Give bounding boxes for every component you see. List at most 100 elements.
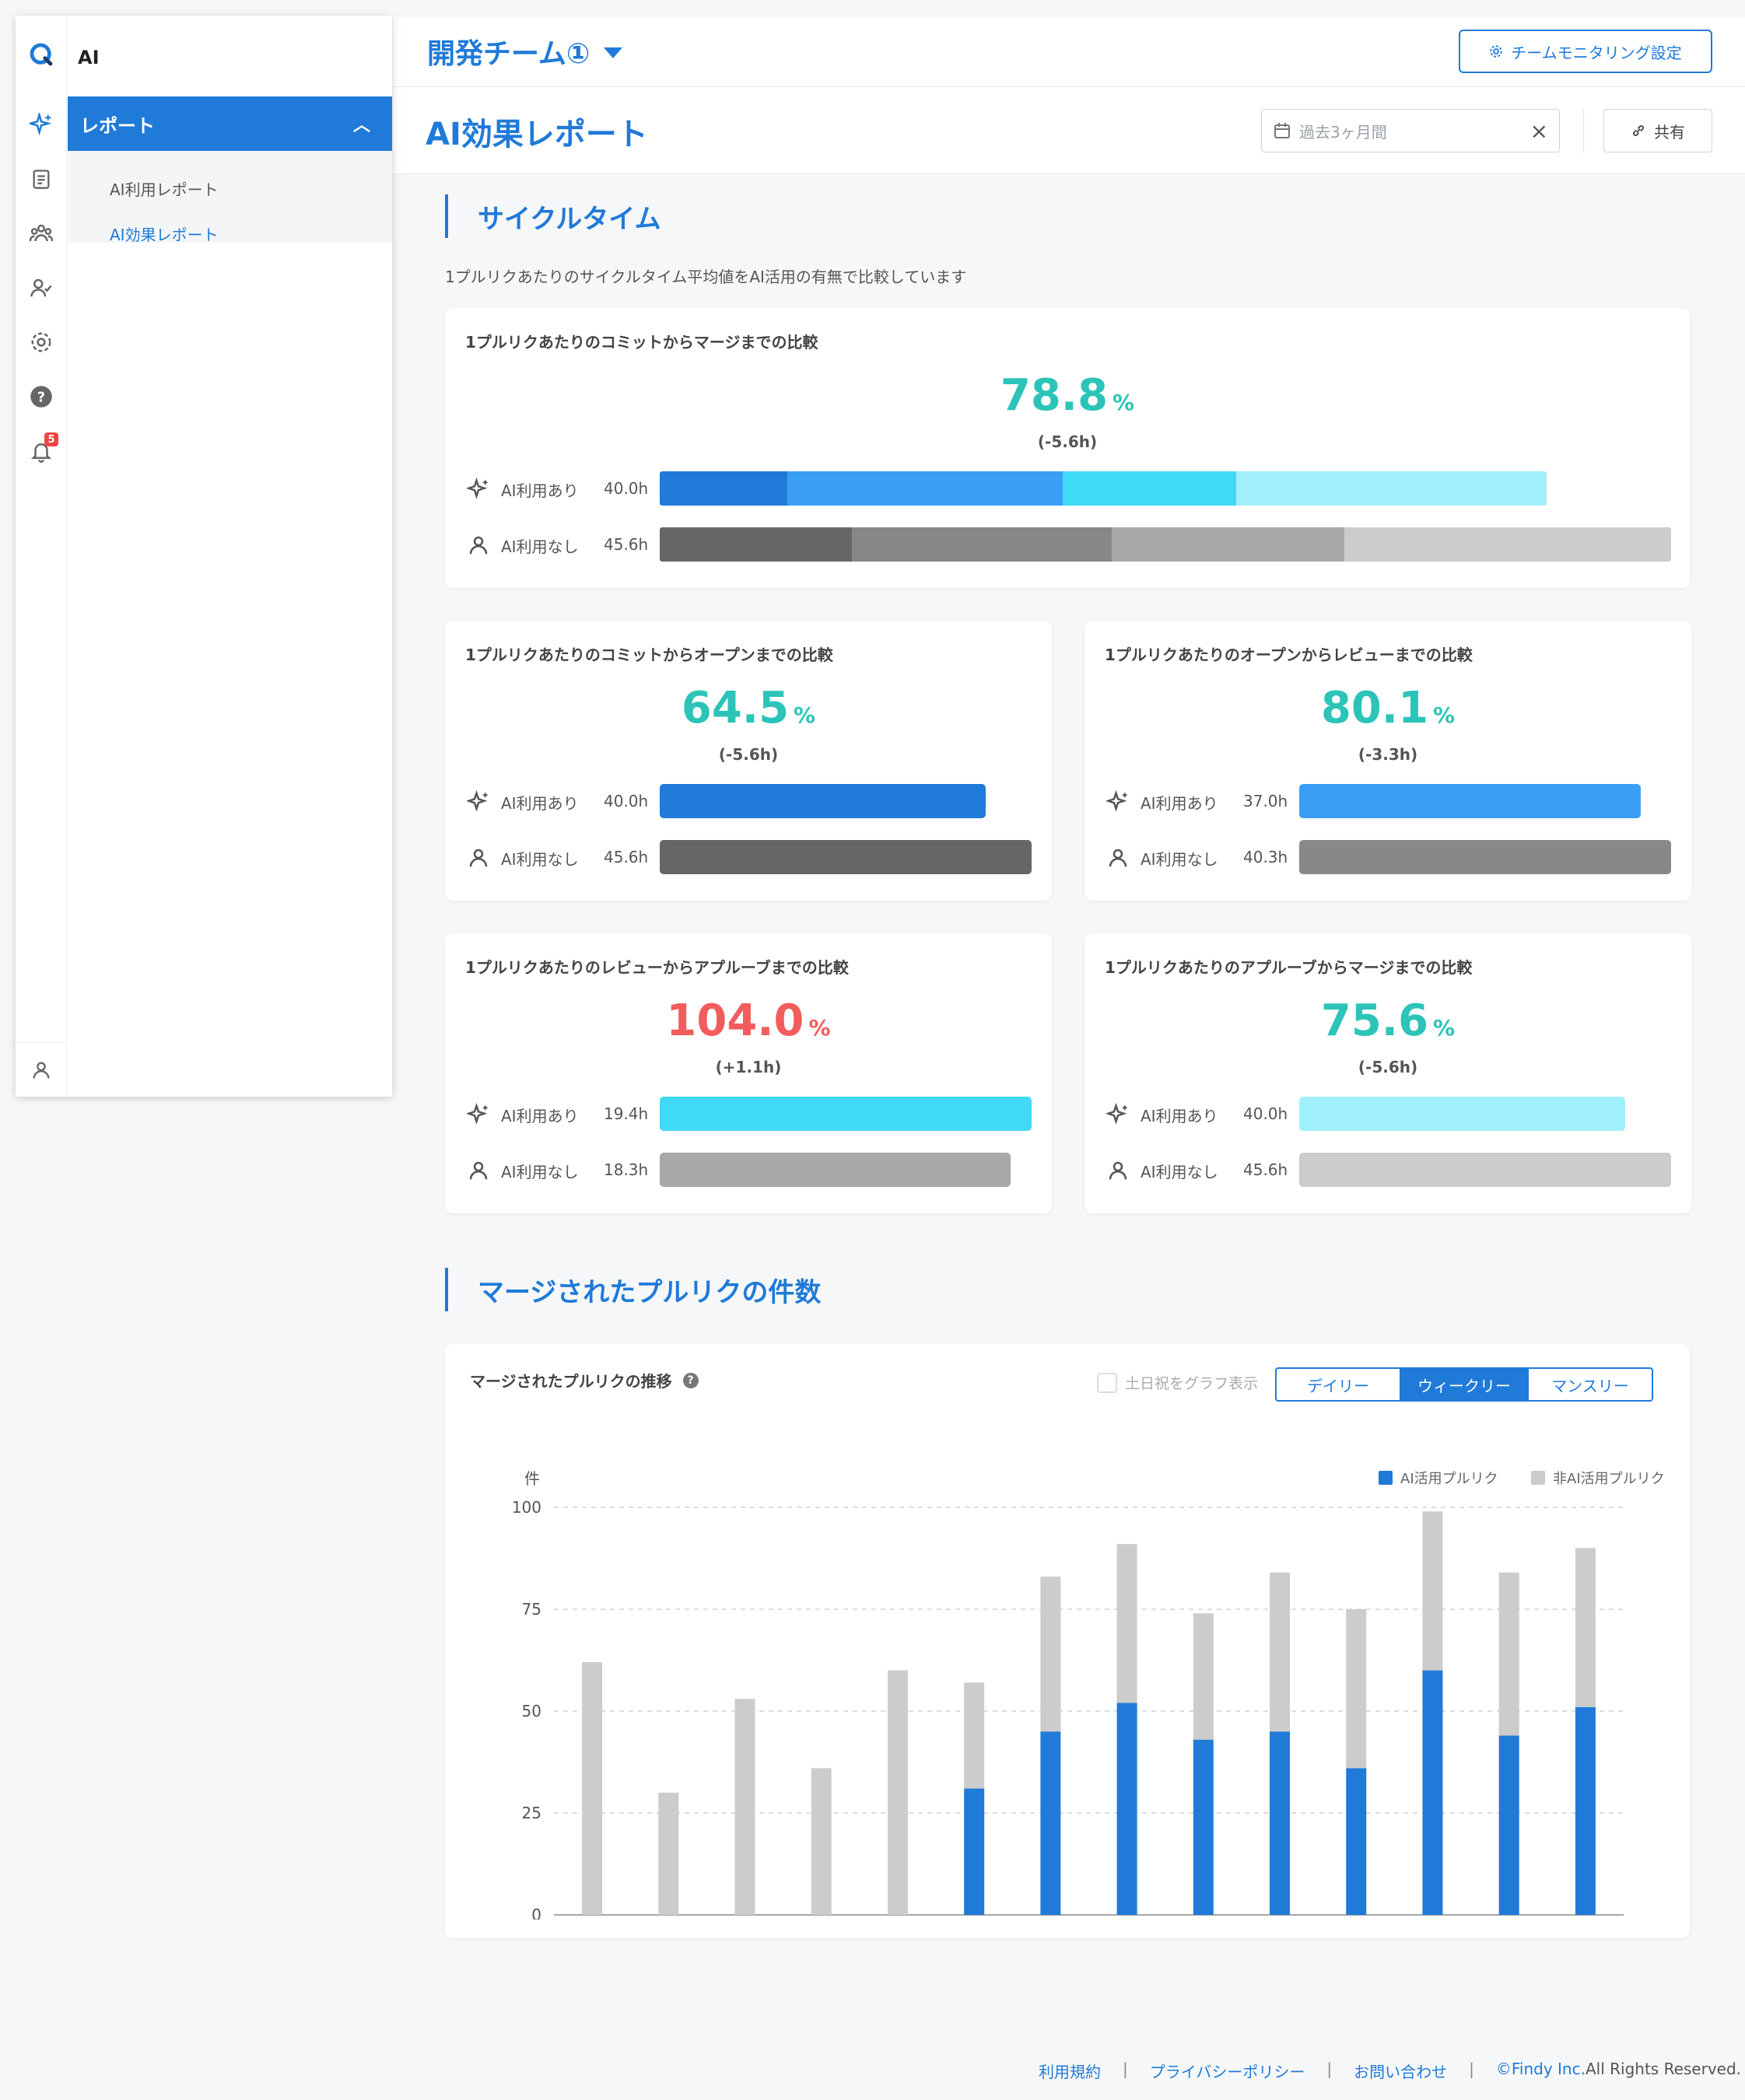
bar-non-ai [887,1670,908,1915]
cycle-ratio-unit: % [808,1015,831,1041]
cycle-ratio-unit: % [1113,390,1135,415]
with-ai-bar [660,471,1547,506]
gear-icon [1490,45,1502,58]
caret-down-icon [604,47,623,58]
privacy-link[interactable]: プライバシーポリシー [1149,2063,1305,2081]
weekend-checkbox[interactable] [1097,1372,1117,1393]
cycle-card: 1プルリクあたりのコミットからマージまでの比較 78.8% (-5.6h) AI… [445,308,1690,588]
sparkle-icon [1106,790,1128,812]
bar-non-ai [1270,1572,1291,1732]
cycle-card-title: 1プルリクあたりのアプルーブからマージまでの比較 [1105,958,1473,977]
copyright-brand[interactable]: ©Findy Inc. [1495,2060,1586,2078]
nav-ai-effect-report[interactable]: AI効果レポート [110,226,219,244]
cycle-ratio-value: 104.0 [666,996,804,1046]
cycle-ratio-value: 64.5 [681,683,790,733]
sparkle-icon[interactable] [29,112,54,137]
cycle-card-title: 1プルリクあたりのコミットからオープンまでの比較 [465,646,833,664]
bar-non-ai [1116,1544,1137,1703]
footer-separator: | [1123,2060,1128,2078]
logo-icon[interactable] [29,42,54,67]
contact-link[interactable]: お問い合わせ [1354,2063,1448,2081]
with-ai-label: AI利用あり [1141,793,1218,813]
help-icon[interactable]: ? [682,1372,699,1388]
without-ai-bar [660,527,1671,562]
sparkle-icon [467,790,489,812]
bar-ai [1498,1735,1519,1915]
share-button[interactable]: 共有 [1603,109,1712,152]
cycle-ratio: 104.0% [445,996,1052,1046]
copyright-text: All Rights Reserved. [1585,2060,1742,2078]
weekend-toggle[interactable]: 土日祝をグラフ表示 [1097,1372,1258,1393]
divider [1583,109,1584,152]
terms-link[interactable]: 利用規約 [1039,2063,1101,2081]
cycle-card-title: 1プルリクあたりのオープンからレビューまでの比較 [1105,646,1473,664]
nav-ai-usage-report[interactable]: AI利用レポート [110,180,219,199]
tab-daily[interactable]: デイリー [1277,1369,1401,1400]
bar-ai [1116,1703,1137,1915]
cycle-card-title: 1プルリクあたりのコミットからマージまでの比較 [465,333,818,352]
team-icon[interactable] [29,221,54,246]
calendar-icon [1274,123,1290,138]
cycle-section-title: サイクルタイム [445,194,661,238]
without-ai-label: AI利用なし [1141,1162,1218,1181]
notification-badge: 5 [44,432,58,446]
without-ai-row-label: AI利用なし [1106,1159,1218,1182]
with-ai-value: 40.0h [604,792,649,810]
clipboard-icon[interactable] [29,166,54,191]
tab-weekly[interactable]: ウィークリー [1401,1369,1529,1400]
merged-chart-header: マージされたプルリクの推移 ? [470,1369,699,1391]
weekend-label: 土日祝をグラフ表示 [1125,1375,1259,1392]
chevron-up-icon: ︿ [352,116,370,135]
page-header: AI効果レポート 過去3ヶ月間 × 共有 [393,87,1745,174]
tab-monthly[interactable]: マンスリー [1551,1376,1629,1395]
y-tick-label: 50 [522,1702,541,1720]
cycle-diff: (-5.6h) [1358,1058,1418,1076]
account-icon[interactable] [29,1058,54,1083]
without-ai-label: AI利用なし [501,849,579,869]
bar-segment [1062,471,1237,506]
bar-ai [1040,1731,1061,1915]
cycle-description: 1プルリクあたりのサイクルタイム平均値をAI活用の有無で比較しています [445,268,967,286]
gear-icon[interactable] [29,330,54,355]
cycle-card-title: 1プルリクあたりのレビューからアプルーブまでの比較 [465,958,849,977]
copyright: ©Findy Inc.All Rights Reserved. [1496,2060,1741,2082]
without-ai-value: 18.3h [604,1160,649,1179]
legend-label: 非AI活用プルリク [1553,1471,1665,1487]
cycle-ratio: 75.6% [1084,996,1691,1046]
cycle-ratio-unit: % [794,702,816,728]
cycle-ratio: 80.1% [1084,683,1691,733]
footer: 利用規約 | プライバシーポリシー | お問い合わせ | ©Findy Inc.… [1039,2060,1741,2082]
nav-report-group[interactable]: レポート ︿ [68,96,392,151]
team-name: 開発チーム① [427,38,590,70]
bell-icon[interactable]: 5 [29,432,58,464]
with-ai-value: 37.0h [1243,792,1288,810]
with-ai-row-label: AI利用あり [1106,790,1218,814]
bar-non-ai [1193,1613,1214,1740]
team-monitoring-settings-button[interactable]: チームモニタリング設定 [1459,30,1712,73]
legend-swatch [1379,1471,1393,1485]
divider [16,1042,67,1043]
bar-ai [1193,1739,1214,1915]
bar-ai [1575,1706,1596,1915]
period-input[interactable]: 過去3ヶ月間 × [1261,109,1560,152]
top-bar: 開発チーム① チームモニタリング設定 [393,17,1745,87]
cycle-ratio-value: 78.8 [1000,370,1109,421]
bar-ai [964,1788,985,1915]
sparkle-icon [1106,1103,1128,1125]
bar-non-ai [582,1662,603,1915]
bar-segment [660,471,788,506]
cycle-ratio-value: 80.1 [1320,683,1429,733]
legend-swatch [1531,1471,1545,1485]
cycle-ratio-unit: % [1433,1015,1456,1041]
user-check-icon[interactable] [29,275,54,300]
period-tabs: デイリー ウィークリー マンスリー [1275,1367,1653,1402]
help-circle-icon[interactable]: ? [29,384,54,409]
icon-rail: ? 5 [16,16,67,1097]
with-ai-row-label: AI利用あり [467,478,579,501]
clear-icon[interactable]: × [1530,117,1548,144]
with-ai-bar [1299,784,1641,818]
bar-ai [1346,1768,1367,1915]
team-selector[interactable]: 開発チーム① [427,31,623,72]
cycle-card: 1プルリクあたりのコミットからオープンまでの比較 64.5% (-5.6h) A… [445,621,1052,901]
